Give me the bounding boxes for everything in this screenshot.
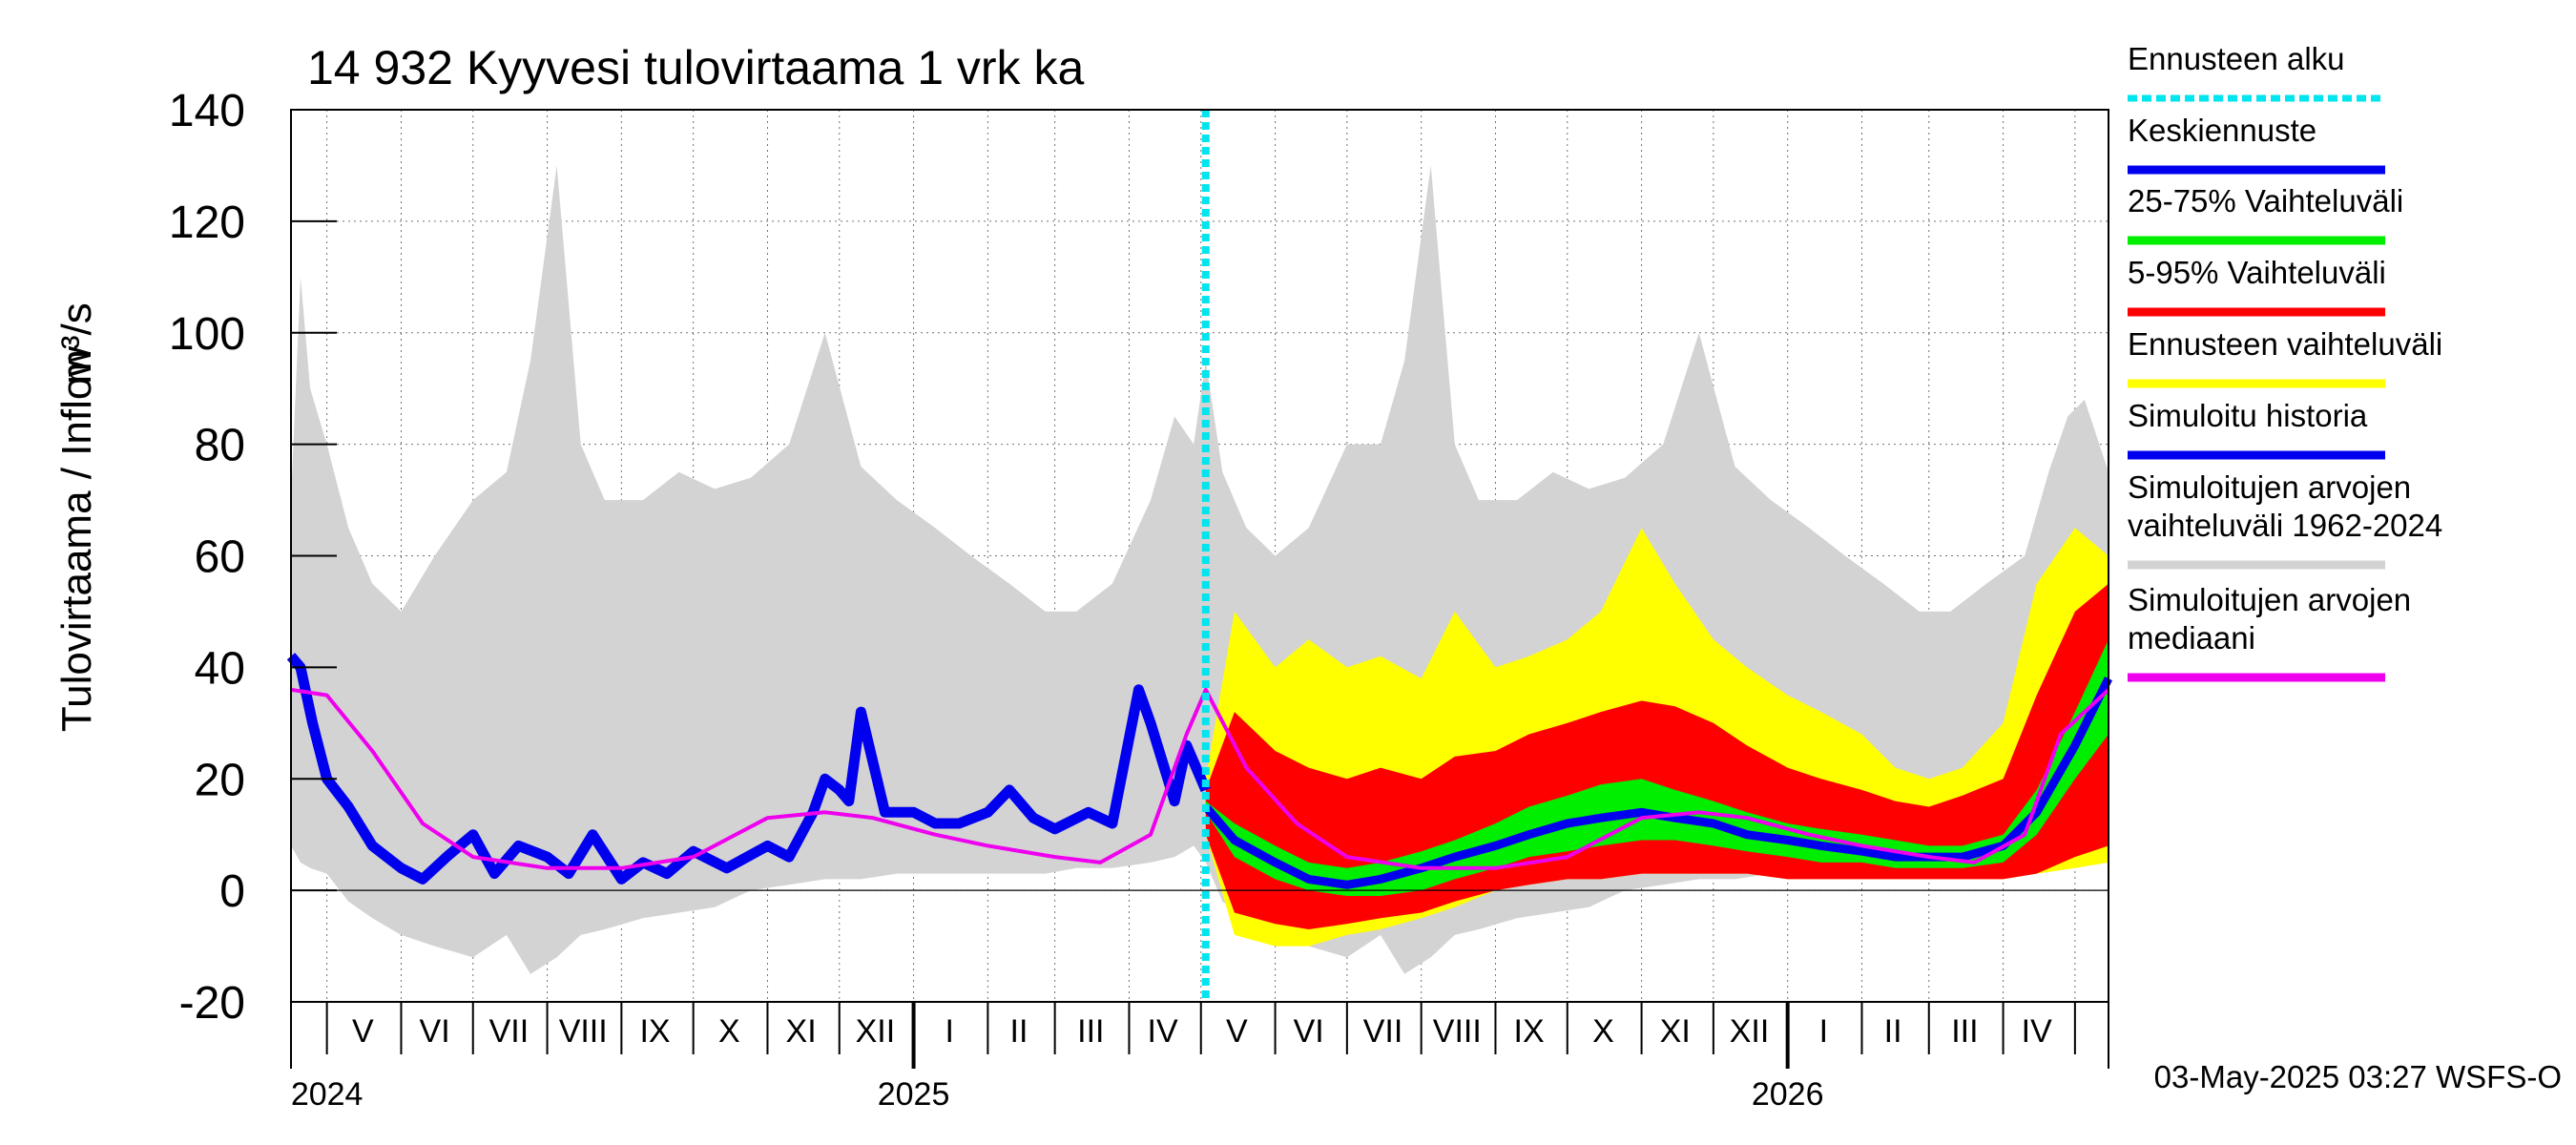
month-label: XII [856, 1013, 896, 1050]
simulated-history-line [286, 653, 1211, 885]
month-label: VIII [559, 1013, 608, 1050]
y-tick-label: 40 [195, 643, 245, 694]
chart-title: 14 932 Kyyvesi tulovirtaama 1 vrk ka [307, 41, 1084, 94]
legend-label: Simuloitujen arvojen [2128, 582, 2411, 617]
y-tick-label: 140 [169, 86, 245, 136]
y-tick-label: 80 [195, 421, 245, 471]
y-tick-label: 20 [195, 755, 245, 805]
y-tick-label: -20 [179, 978, 245, 1029]
legend-label: vaihteluväli 1962-2024 [2128, 508, 2442, 543]
month-label: V [1226, 1013, 1248, 1050]
y-axis-unit: m³/s [53, 302, 100, 385]
year-label: 2024 [291, 1076, 364, 1113]
year-label: 2025 [878, 1076, 950, 1113]
y-tick-label: 0 [219, 866, 245, 917]
month-label: VI [1294, 1013, 1324, 1050]
month-label: XII [1730, 1013, 1770, 1050]
legend-label: Ennusteen alku [2128, 41, 2345, 76]
legend-label: Simuloitujen arvojen [2128, 469, 2411, 505]
y-axis-label-group: Tulovirtaama / Inflow m³/s [53, 302, 100, 732]
legend-label: Simuloitu historia [2128, 398, 2368, 433]
month-label: I [945, 1013, 953, 1050]
month-label: II [1010, 1013, 1028, 1050]
month-label: VII [489, 1013, 530, 1050]
month-label: XI [1660, 1013, 1691, 1050]
month-label: X [718, 1013, 740, 1050]
month-label: I [1819, 1013, 1828, 1050]
month-label: XI [786, 1013, 817, 1050]
legend: Ennusteen alku Keskiennuste 25-75% Vaihtel… [2128, 41, 2442, 682]
y-tick-label: 100 [169, 309, 245, 360]
legend-label: Ennusteen vaihteluväli [2128, 326, 2442, 362]
month-label: X [1592, 1013, 1614, 1050]
historical-median-line [290, 687, 2110, 870]
series-layer [286, 110, 2113, 1002]
y-tick-label: 120 [169, 198, 245, 248]
legend-label: mediaani [2128, 620, 2255, 656]
month-label: IX [639, 1013, 670, 1050]
month-label: VII [1363, 1013, 1403, 1050]
legend-label: 25-75% Vaihteluväli [2128, 183, 2403, 219]
month-label: IV [2022, 1013, 2052, 1050]
month-label: VIII [1433, 1013, 1482, 1050]
month-label: III [1077, 1013, 1104, 1050]
legend-label: 5-95% Vaihteluväli [2128, 255, 2386, 290]
month-label: III [1951, 1013, 1978, 1050]
y-axis-label: Tulovirtaama / Inflow [53, 346, 100, 733]
legend-label: Keskiennuste [2128, 113, 2316, 148]
y-tick-label: 60 [195, 532, 245, 583]
footer-timestamp: 03-May-2025 03:27 WSFS-O [2154, 1059, 2562, 1094]
year-label: 2026 [1752, 1076, 1824, 1113]
month-label: II [1884, 1013, 1902, 1050]
month-label: IX [1514, 1013, 1545, 1050]
month-label: VI [420, 1013, 450, 1050]
month-label: V [352, 1013, 374, 1050]
month-label: IV [1148, 1013, 1178, 1050]
